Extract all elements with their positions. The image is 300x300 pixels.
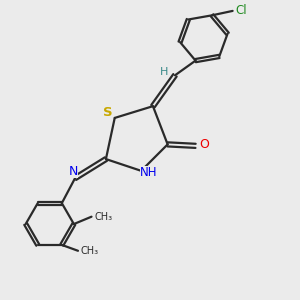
Text: NH: NH [140,166,157,179]
Text: S: S [103,106,113,119]
Text: CH₃: CH₃ [94,212,112,222]
Text: O: O [199,138,209,151]
Text: Cl: Cl [235,4,247,17]
Text: H: H [160,67,168,77]
Text: N: N [69,165,78,178]
Text: CH₃: CH₃ [81,246,99,256]
